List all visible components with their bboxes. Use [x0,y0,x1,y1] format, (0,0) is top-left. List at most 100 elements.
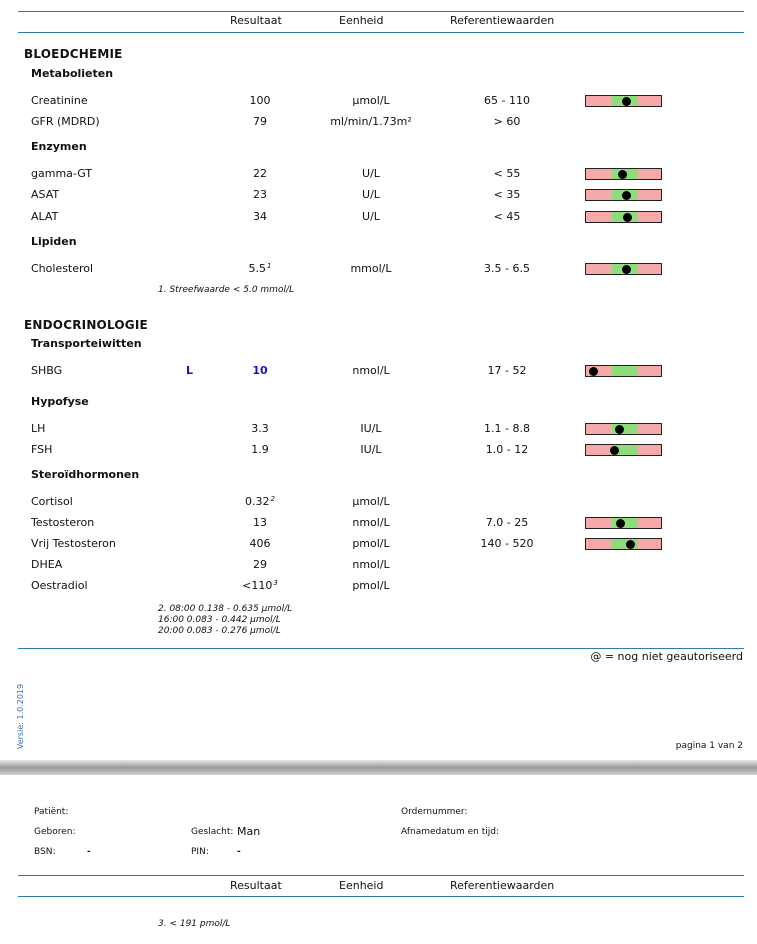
test-name: Vrij Testosteron [31,537,116,550]
test-value-text: 0.32 [245,495,270,508]
test-unit: nmol/L [352,516,390,529]
test-value-text: 3.3 [251,422,269,435]
column-header-result-page2: Resultaat [230,879,282,892]
footnote-marker: 1 [267,262,272,270]
test-unit: IU/L [360,422,382,435]
test-value: 1.9 [212,443,308,456]
test-value: 3.3 [212,422,308,435]
result-marker-dot [622,213,632,222]
test-reference: 1.1 - 8.8 [484,422,530,435]
gender-label: Geslacht: [191,827,234,837]
reference-range-bar [585,263,662,275]
test-name: Creatinine [31,94,88,107]
reference-range-bar [585,444,662,456]
test-value: 29 [212,558,308,571]
footnote-marker: 3 [273,579,278,587]
test-name: ASAT [31,188,60,201]
result-marker-dot [614,425,624,434]
test-unit: U/L [362,188,380,201]
test-reference: > 60 [493,115,521,128]
test-value: <1103 [212,579,308,592]
test-value-text: 29 [253,558,267,571]
test-unit: µmol/L [352,495,390,508]
reference-range-bar [585,423,662,435]
reference-range-bar [585,95,662,107]
group-title: Metabolieten [31,67,114,80]
gender-value: Man [237,825,261,838]
section-title: BLOEDCHEMIE [24,47,123,61]
test-name: Testosteron [31,516,95,529]
footnote-line: 2. 08:00 0.138 - 0.635 µmol/L [158,604,293,614]
test-reference: 3.5 - 6.5 [484,262,530,275]
born-label: Geboren: [34,827,76,837]
bsn-value: - [87,847,91,857]
reference-range-bar [585,168,662,180]
order-number-label: Ordernummer: [401,807,468,817]
test-value: 22 [212,167,308,180]
test-unit: pmol/L [352,537,390,550]
test-value-text: 100 [249,94,271,107]
result-marker-dot [610,446,620,455]
column-header-unit-page2: Eenheid [339,879,384,892]
test-name: gamma-GT [31,167,93,180]
section-title: ENDOCRINOLOGIE [24,318,148,332]
test-value-text: <110 [242,579,273,592]
reference-range-bar [585,211,662,223]
test-reference: 17 - 52 [487,364,527,377]
test-reference: < 55 [493,167,521,180]
test-unit: ml/min/1.73m² [330,115,412,128]
result-marker-dot [618,170,628,179]
test-value-text: 13 [253,516,267,529]
normal-range-band [612,366,638,376]
test-name: Oestradiol [31,579,88,592]
test-unit: IU/L [360,443,382,456]
test-value-text: 5.5 [248,262,267,275]
test-value: 13 [212,516,308,529]
footnote-3: 3. < 191 pmol/L [158,919,231,929]
test-name: Cortisol [31,495,73,508]
authorization-note: @ = nog niet geautoriseerd [590,650,743,663]
column-header-unit: Eenheid [339,14,384,27]
test-value-text: 406 [249,537,271,550]
reference-range-bar [585,517,662,529]
test-value: 100 [212,94,308,107]
page-number: pagina 1 van 2 [675,741,743,751]
footnote-line: 20:00 0.083 - 0.276 µmol/L [158,626,281,636]
pin-label: PIN: [191,847,209,857]
vertical-version-text: Versie: 1.0.2019 [16,683,26,750]
test-value: 10 [212,364,308,377]
page-separator [0,760,757,775]
reference-range-bar [585,189,662,201]
test-name: GFR (MDRD) [31,115,100,128]
test-unit: U/L [362,167,380,180]
test-unit: µmol/L [352,94,390,107]
test-name: DHEA [31,558,63,571]
column-header-reference: Referentiewaarden [450,14,555,27]
collection-datetime-label: Afnamedatum en tijd: [401,827,499,837]
test-value-text: 79 [253,115,267,128]
test-unit: nmol/L [352,364,390,377]
test-name: Cholesterol [31,262,94,275]
test-value: 406 [212,537,308,550]
group-title: Enzymen [31,140,87,153]
test-value: 0.322 [212,495,308,508]
result-marker-dot [621,265,631,274]
test-value-text: 10 [252,364,268,377]
test-value-text: 23 [253,188,267,201]
column-header-result: Resultaat [230,14,282,27]
result-marker-dot [622,97,632,106]
test-value: 23 [212,188,308,201]
test-reference: 65 - 110 [484,94,530,107]
result-marker-dot [589,367,599,376]
test-name: ALAT [31,210,59,223]
test-reference: 140 - 520 [480,537,534,550]
normal-range-band [612,445,638,455]
result-marker-dot [625,540,635,549]
footnote-line: 1. Streefwaarde < 5.0 mmol/L [158,285,294,295]
patient-label: Patiënt: [34,807,69,817]
test-value: 5.51 [212,262,308,275]
group-title: Steroïdhormonen [31,468,140,481]
test-unit: U/L [362,210,380,223]
test-unit: pmol/L [352,579,390,592]
result-marker-dot [621,191,631,200]
